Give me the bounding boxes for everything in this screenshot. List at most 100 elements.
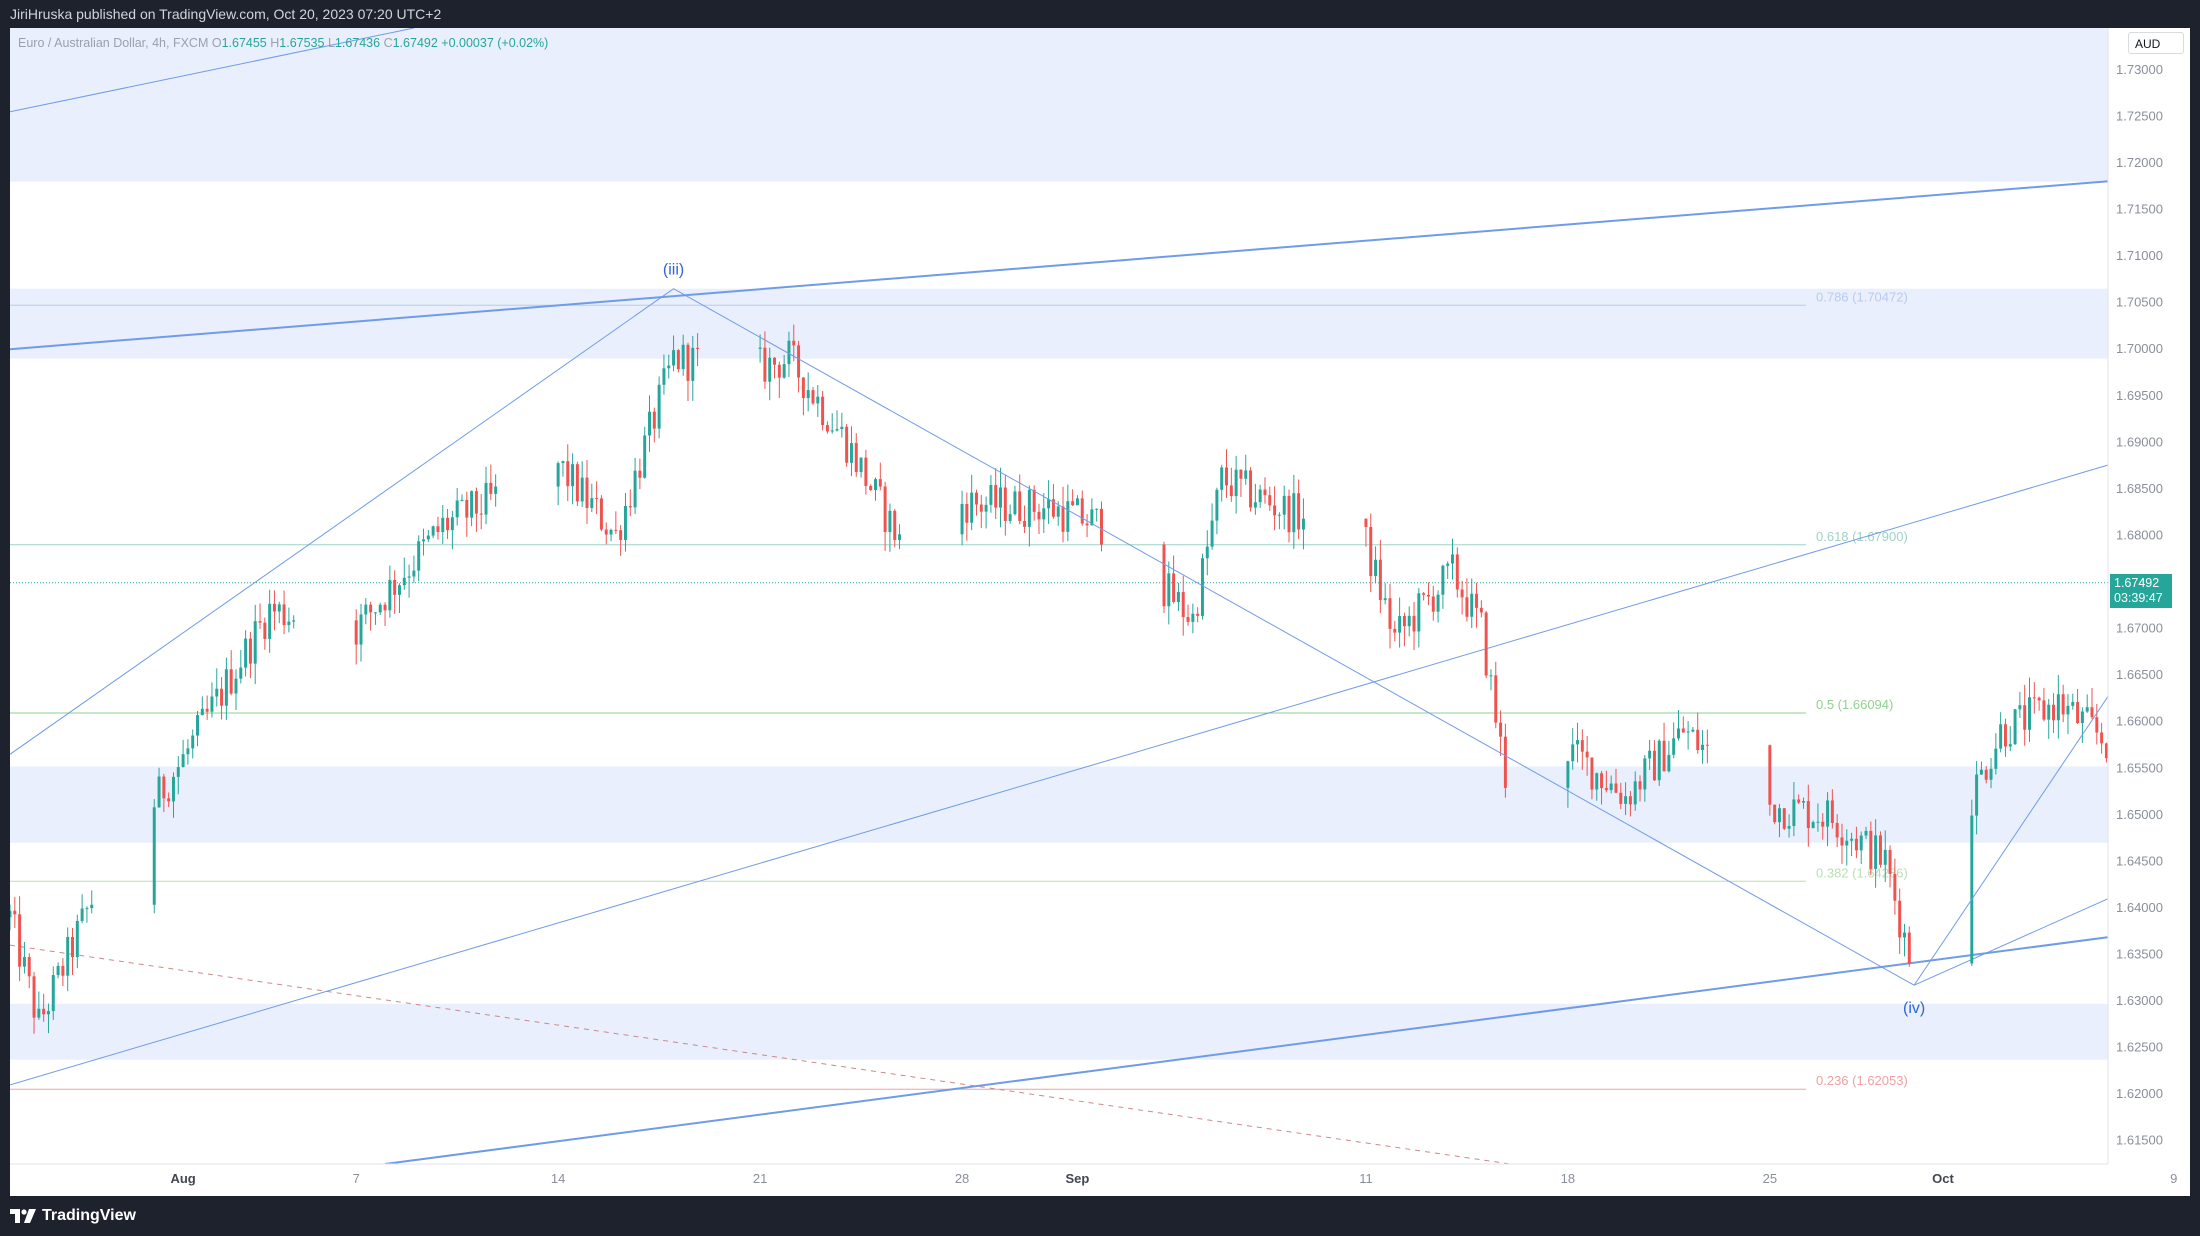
candle-body-187: [1253, 502, 1257, 508]
candle-body-259: [1773, 804, 1777, 823]
candle-body-16: [85, 908, 89, 910]
brand-name: TradingView: [42, 1207, 136, 1224]
candle-body-143: [984, 504, 988, 512]
candle-body-295: [2003, 724, 2007, 747]
candle-body-240: [1624, 796, 1628, 804]
y-tick-label-17: 1.64500: [2116, 853, 2163, 868]
candle-body-299: [2023, 705, 2027, 730]
y-tick-label-7: 1.69500: [2116, 388, 2163, 403]
candle-body-304: [2047, 704, 2051, 720]
candle-body-280: [1874, 835, 1878, 869]
y-tick-label-18: 1.64000: [2116, 900, 2163, 915]
candle-body-105: [686, 344, 690, 381]
candle-body-247: [1657, 740, 1661, 781]
candle-body-232: [1585, 751, 1589, 758]
candle-body-204: [1393, 628, 1397, 633]
candle-body-215: [1446, 563, 1450, 566]
demand-zone-2: [10, 766, 2108, 843]
candle-body-59: [407, 576, 411, 578]
candle-body-94: [633, 470, 637, 508]
candle-body-28: [200, 708, 204, 716]
currency-selector[interactable]: AUD: [2128, 32, 2184, 54]
candle-body-250: [1672, 738, 1676, 755]
candle-body-310: [2076, 702, 2080, 724]
candle-body-129: [859, 457, 863, 473]
candle-body-212: [1431, 596, 1435, 612]
candle-body-43: [272, 603, 276, 612]
candle-body-234: [1595, 773, 1599, 790]
candle-body-184: [1239, 469, 1243, 479]
candle-body-233: [1590, 757, 1594, 790]
candle-body-209: [1417, 593, 1421, 632]
candle-body-179: [1215, 489, 1219, 521]
candle-body-285: [1898, 900, 1902, 938]
candle-body-134: [883, 486, 887, 533]
candle-body-217: [1455, 554, 1459, 590]
candle-body-306: [2056, 694, 2060, 721]
y-tick-label-5: 1.70500: [2116, 295, 2163, 310]
candle-body-254: [1691, 729, 1695, 732]
candle-body-269: [1821, 821, 1825, 827]
candle-body-262: [1787, 826, 1791, 829]
candle-body-58: [402, 577, 406, 586]
candle-body-104: [681, 344, 685, 370]
candle-body-316: [2104, 743, 2108, 759]
candle-body-218: [1460, 589, 1464, 598]
candle-body-213: [1436, 594, 1440, 612]
y-tick-label-15: 1.65500: [2116, 760, 2163, 775]
candle-body-74: [479, 513, 483, 515]
candle-body-168: [1162, 544, 1166, 607]
candle-body-272: [1835, 822, 1839, 838]
candle-body-216: [1451, 554, 1454, 564]
candle-body-177: [1205, 546, 1209, 559]
x-tick-label-5: Sep: [1066, 1171, 1090, 1186]
tradingview-logo-icon: [10, 1209, 36, 1223]
chart-frame[interactable]: 0.786 (1.70472) 0.618 (1.67900) 0.5 (1.660…: [10, 28, 2190, 1196]
price-chart[interactable]: 0.786 (1.70472) 0.618 (1.67900) 0.5 (1.660…: [10, 28, 2190, 1196]
candle-body-154: [1037, 511, 1041, 520]
candle-body-124: [835, 429, 839, 431]
candle-body-257: [1705, 744, 1709, 746]
candle-body-146: [999, 487, 1003, 508]
y-tick-label-21: 1.62500: [2116, 1040, 2163, 1055]
candle-body-185: [1244, 470, 1248, 479]
publisher-bar: JiriHruska published on TradingView.com,…: [0, 0, 2200, 28]
candle-body-76: [489, 482, 493, 494]
candle-body-127: [849, 443, 853, 463]
candle-body-72: [470, 491, 474, 518]
candle-body-258: [1768, 745, 1772, 805]
candle-body-87: [599, 498, 603, 530]
candle-body-73: [474, 491, 478, 514]
candle-body-3: [22, 957, 26, 967]
y-tick-label-8: 1.69000: [2116, 434, 2163, 449]
candle-body-30: [210, 696, 214, 712]
candle-body-228: [1566, 761, 1570, 788]
candle-body-157: [1051, 499, 1055, 517]
candle-body-96: [643, 435, 647, 478]
candle-body-131: [869, 485, 873, 491]
candle-body-296: [2008, 744, 2012, 747]
candle-body-302: [2037, 697, 2041, 701]
x-tick-label-2: 14: [551, 1171, 565, 1186]
candle-body-103: [676, 350, 680, 370]
candle-body-82: [575, 464, 579, 502]
candle-body-147: [1003, 487, 1007, 521]
candle-body-308: [2066, 705, 2070, 715]
demand-zone-1: [10, 288, 2108, 359]
candle-body-249: [1667, 754, 1671, 772]
candle-body-9: [51, 975, 55, 1012]
candle-body-46: [287, 621, 291, 626]
price-scale: [2108, 28, 2190, 1196]
candle-body-10: [56, 965, 60, 976]
candle-body-37: [244, 638, 248, 668]
footer-brand[interactable]: TradingView: [0, 1196, 2200, 1236]
high-value: 1.67535: [279, 36, 325, 50]
last-price-tag: 1.67492 03:39:47: [2110, 573, 2172, 608]
candle-body-165: [1090, 509, 1094, 526]
candle-body-11: [61, 965, 65, 976]
candle-body-172: [1181, 592, 1185, 618]
candle-body-192: [1277, 514, 1281, 516]
candle-body-23: [176, 767, 180, 777]
close-value: 1.67492: [392, 36, 438, 50]
low-label: L: [327, 36, 335, 50]
